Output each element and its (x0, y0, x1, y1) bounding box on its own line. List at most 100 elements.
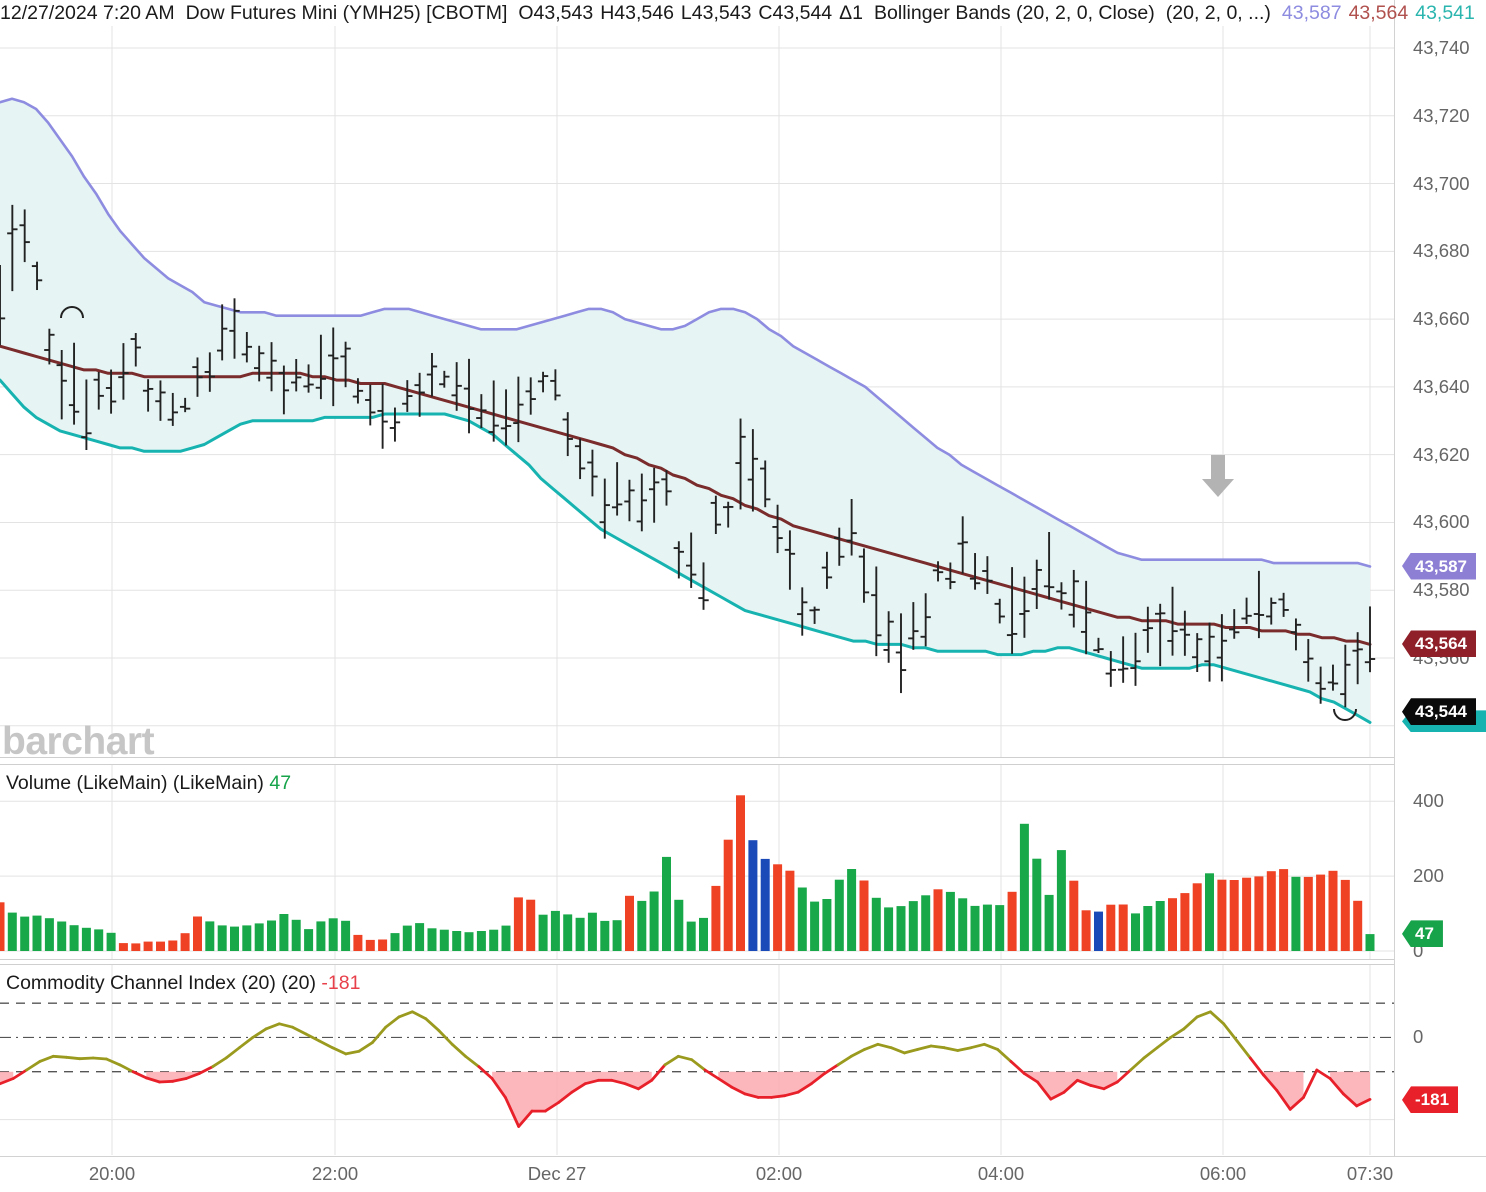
volume-bar (711, 885, 721, 951)
volume-plot-svg[interactable] (0, 765, 1394, 960)
legend-symbol[interactable]: Dow Futures Mini (YMH25) [CBOTM] (185, 1, 508, 24)
volume-bar (1242, 877, 1252, 951)
cci-value-tag[interactable]: -181 (1402, 1086, 1459, 1114)
legend-high: H43,546 (600, 1, 674, 24)
time-axis-label: 06:00 (1199, 1163, 1247, 1184)
volume-bar (1106, 904, 1116, 951)
volume-bar (847, 869, 857, 951)
bb-middle-price-tag[interactable]: 43,564 (1402, 630, 1476, 658)
volume-bar (945, 891, 955, 951)
cci-panel[interactable] (0, 965, 1394, 1155)
cci-line-segment (1288, 1095, 1305, 1111)
volume-bar (501, 925, 511, 951)
cci-line-segment (1169, 1027, 1186, 1039)
legend-study-params: (20, 2, 0, ...) (1165, 1, 1271, 24)
volume-bar (242, 925, 252, 951)
cci-line-segment (1089, 1084, 1106, 1091)
volume-bar (1328, 870, 1338, 951)
volume-bar (1118, 904, 1128, 951)
cci-line-segment (224, 1046, 241, 1060)
volume-bar (365, 939, 375, 951)
volume-bar (600, 920, 610, 951)
cci-line-segment (1275, 1089, 1292, 1111)
cci-line-segment (1036, 1080, 1053, 1101)
volume-bar (464, 932, 474, 951)
cci-line-segment (1102, 1080, 1119, 1091)
volume-panel-title[interactable]: Volume (LikeMain) (LikeMain) 47 (6, 772, 291, 795)
bollinger-upper-line (0, 97, 1372, 568)
volume-bar (736, 795, 745, 951)
cci-axis-label: 0 (1413, 1026, 1424, 1048)
cci-line-segment (1062, 1078, 1079, 1094)
panel-separator-volume-cci (0, 959, 1486, 960)
volume-value-tag[interactable]: 47 (1402, 920, 1443, 948)
volume-bar (106, 932, 116, 951)
price-axis-label: 43,660 (1413, 308, 1470, 330)
cci-line-segment (650, 1063, 667, 1082)
cci-line-segment (1342, 1092, 1359, 1108)
legend-delta: Δ1 (839, 1, 864, 24)
cci-line-segment (304, 1032, 321, 1043)
volume-bar (304, 929, 314, 951)
volume-bar (1056, 850, 1066, 951)
cci-line-segment (849, 1048, 866, 1058)
cci-line-segment (676, 1054, 694, 1062)
cci-line-segment (317, 1039, 334, 1050)
cci-line-segment (503, 1095, 521, 1128)
volume-bar (970, 905, 980, 951)
price-plot-svg[interactable] (0, 26, 1394, 757)
time-axis-label: 02:00 (755, 1163, 803, 1184)
cci-panel-title[interactable]: Commodity Channel Index (20) (20) -181 (6, 972, 360, 995)
bb-upper-price-tag[interactable]: 43,587 (1402, 552, 1476, 580)
cci-line-segment (410, 1010, 428, 1020)
cci-line-segment (144, 1076, 162, 1084)
cci-line-segment (237, 1036, 255, 1050)
volume-bar (390, 933, 400, 951)
cci-line-segment (251, 1027, 268, 1039)
volume-bar (921, 895, 931, 951)
volume-panel[interactable] (0, 765, 1394, 960)
cci-line-segment (623, 1082, 640, 1091)
cci-line-segment (889, 1046, 906, 1055)
volume-bar (674, 899, 684, 951)
volume-bar (896, 906, 906, 951)
cci-line-segment (1222, 1022, 1239, 1043)
volume-axis-label: 400 (1413, 790, 1444, 812)
price-axis-label: 43,700 (1413, 172, 1470, 194)
price-panel[interactable] (0, 26, 1394, 757)
legend-study-name[interactable]: Bollinger Bands (20, 2, 0, Close) (874, 1, 1155, 24)
volume-bar (32, 915, 42, 951)
volume-bar (1069, 880, 1079, 951)
volume-bar (1192, 883, 1202, 951)
ohlc-bar-group[interactable] (0, 204, 1376, 708)
cci-plot-svg[interactable] (0, 965, 1394, 1155)
cci-line-segment (1022, 1072, 1039, 1084)
volume-bar (797, 887, 807, 951)
volume-bar (649, 891, 659, 951)
cci-line-segment (583, 1078, 600, 1086)
volume-bar-group[interactable] (0, 795, 1375, 951)
cci-line-segment (11, 1068, 29, 1080)
time-axis[interactable]: 20:00 22:00 Dec 27 02:00 04:00 06:00 07:30 (0, 1156, 1486, 1192)
last-price-tag[interactable]: 43,544 (1402, 698, 1476, 726)
volume-bar (1168, 898, 1177, 951)
legend-datetime: 12/27/2024 7:20 AM (0, 1, 175, 24)
price-axis-label: 43,580 (1413, 579, 1470, 601)
pattern-arc-marker (60, 306, 84, 319)
cci-line-segment (1195, 1010, 1212, 1019)
legend-low: L43,543 (680, 1, 752, 24)
legend-bb-lower-value: 43,541 (1415, 1, 1475, 24)
volume-bar (156, 941, 165, 951)
volume-bar (563, 914, 573, 951)
cci-line-segment (131, 1070, 148, 1080)
panel-separator-volume-top (0, 764, 1486, 765)
cci-line-segment (25, 1060, 42, 1072)
volume-bar (328, 918, 338, 951)
down-arrow-marker[interactable] (1202, 455, 1234, 497)
price-axis-gutter[interactable]: 43,740 43,720 43,700 43,680 43,660 43,640 43,6… (1394, 0, 1486, 1156)
cci-line-segment (78, 1056, 95, 1061)
volume-bar (1205, 873, 1214, 951)
cci-line-segment (637, 1078, 654, 1091)
cci-line-segment (291, 1025, 308, 1036)
